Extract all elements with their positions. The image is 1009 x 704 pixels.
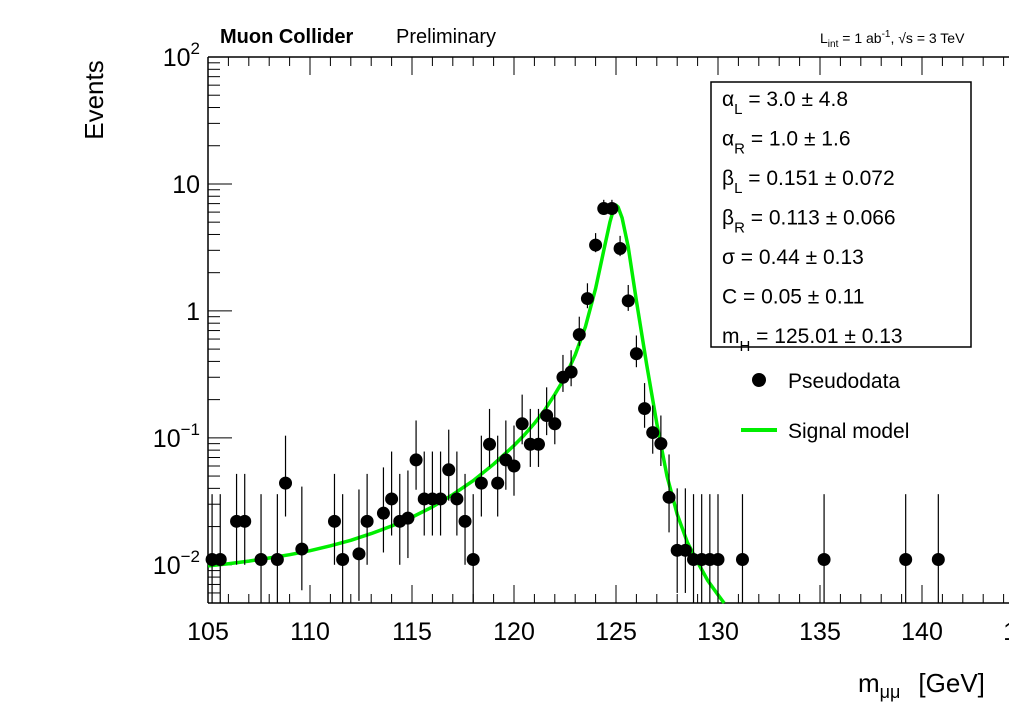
data-point	[491, 476, 505, 490]
x-axis-title: mμμ [GeV]	[858, 668, 985, 702]
data-point	[572, 328, 586, 342]
legend-pseudodata-label: Pseudodata	[788, 370, 900, 393]
data-point	[238, 514, 252, 528]
data-point	[540, 408, 554, 422]
data-point	[589, 238, 603, 252]
data-point	[434, 492, 448, 506]
data-point	[711, 553, 725, 567]
x-tick-labels: 105 110 115 120 125 130 135 140 145	[187, 618, 1009, 646]
data-point	[336, 553, 350, 567]
y-tick-label: 10−1	[153, 420, 200, 453]
data-point	[360, 514, 374, 528]
data-point	[327, 514, 341, 528]
x-tick-label: 140	[901, 618, 943, 646]
data-point	[735, 553, 749, 567]
y-tick-label: 1	[186, 298, 200, 326]
data-point	[548, 417, 562, 431]
legend-signal-model-label: Signal model	[788, 420, 909, 443]
fit-parameter-row: αR = 1.0 ± 1.6	[722, 128, 851, 158]
data-point	[352, 547, 366, 561]
y-axis-title: Events	[79, 60, 109, 140]
x-tick-label: 110	[290, 618, 330, 646]
data-point	[483, 437, 497, 451]
data-point	[654, 437, 668, 451]
data-point	[507, 459, 521, 473]
data-point	[213, 553, 227, 567]
fit-results-frame	[710, 81, 972, 348]
data-point	[678, 543, 692, 557]
x-tick-label: 135	[799, 618, 841, 646]
data-point	[450, 492, 464, 506]
fit-parameter-row: αL = 3.0 ± 4.8	[722, 88, 848, 118]
data-point	[376, 506, 390, 520]
axis-ticks	[207, 56, 1005, 604]
data-point	[458, 514, 472, 528]
x-tick-label: 115	[392, 618, 432, 646]
data-point	[638, 402, 652, 416]
data-point	[613, 242, 627, 256]
fit-parameter-row: mH = 125.01 ± 0.13	[722, 325, 903, 355]
data-point	[662, 490, 676, 504]
data-point	[531, 437, 545, 451]
data-point	[621, 294, 635, 308]
data-point	[817, 553, 831, 567]
data-point	[605, 202, 619, 216]
y-tick-label: 102	[163, 39, 200, 72]
data-point	[899, 553, 913, 567]
data-point	[442, 463, 456, 477]
legend: Pseudodata Signal model	[741, 370, 909, 443]
fit-parameter-row: βL = 0.151 ± 0.072	[722, 167, 895, 197]
data-point	[254, 553, 268, 567]
y-tick-labels: 102 10 1 10−1 10−2	[153, 39, 200, 580]
y-tick-label: 10	[172, 171, 200, 199]
legend-pseudodata-marker	[752, 373, 766, 387]
data-point	[295, 542, 309, 556]
data-point	[629, 347, 643, 361]
data-point	[385, 492, 399, 506]
x-tick-label: 120	[493, 618, 535, 646]
data-point	[409, 453, 423, 467]
data-point	[466, 553, 480, 567]
fit-parameter-row: βR = 0.113 ± 0.066	[722, 207, 896, 237]
data-point	[564, 365, 578, 379]
x-tick-label: 145	[1003, 618, 1009, 646]
data-point	[515, 417, 529, 431]
x-tick-label: 130	[697, 618, 739, 646]
pseudodata-points-layer	[205, 199, 945, 603]
fit-parameter-row: C = 0.05 ± 0.11	[722, 286, 864, 309]
fit-parameter-row: σ = 0.44 ± 0.13	[722, 246, 864, 269]
fit-results-box: αL = 3.0 ± 4.8 αR = 1.0 ± 1.6 βL = 0.151 ±…	[710, 81, 972, 355]
lumi-label: Lint = 1 ab-1, √s = 3 TeV	[820, 29, 965, 50]
plot-frame	[207, 56, 1009, 604]
data-point	[931, 553, 945, 567]
status-label: Preliminary	[396, 26, 496, 48]
data-point	[270, 553, 284, 567]
data-point	[279, 476, 293, 490]
experiment-label: Muon Collider	[220, 26, 354, 48]
data-point	[646, 426, 660, 440]
x-tick-label: 105	[187, 618, 229, 646]
data-point	[401, 511, 415, 525]
data-point	[474, 476, 488, 490]
y-tick-label: 10−2	[153, 547, 200, 580]
data-point	[580, 292, 594, 306]
x-tick-label: 125	[595, 618, 637, 646]
